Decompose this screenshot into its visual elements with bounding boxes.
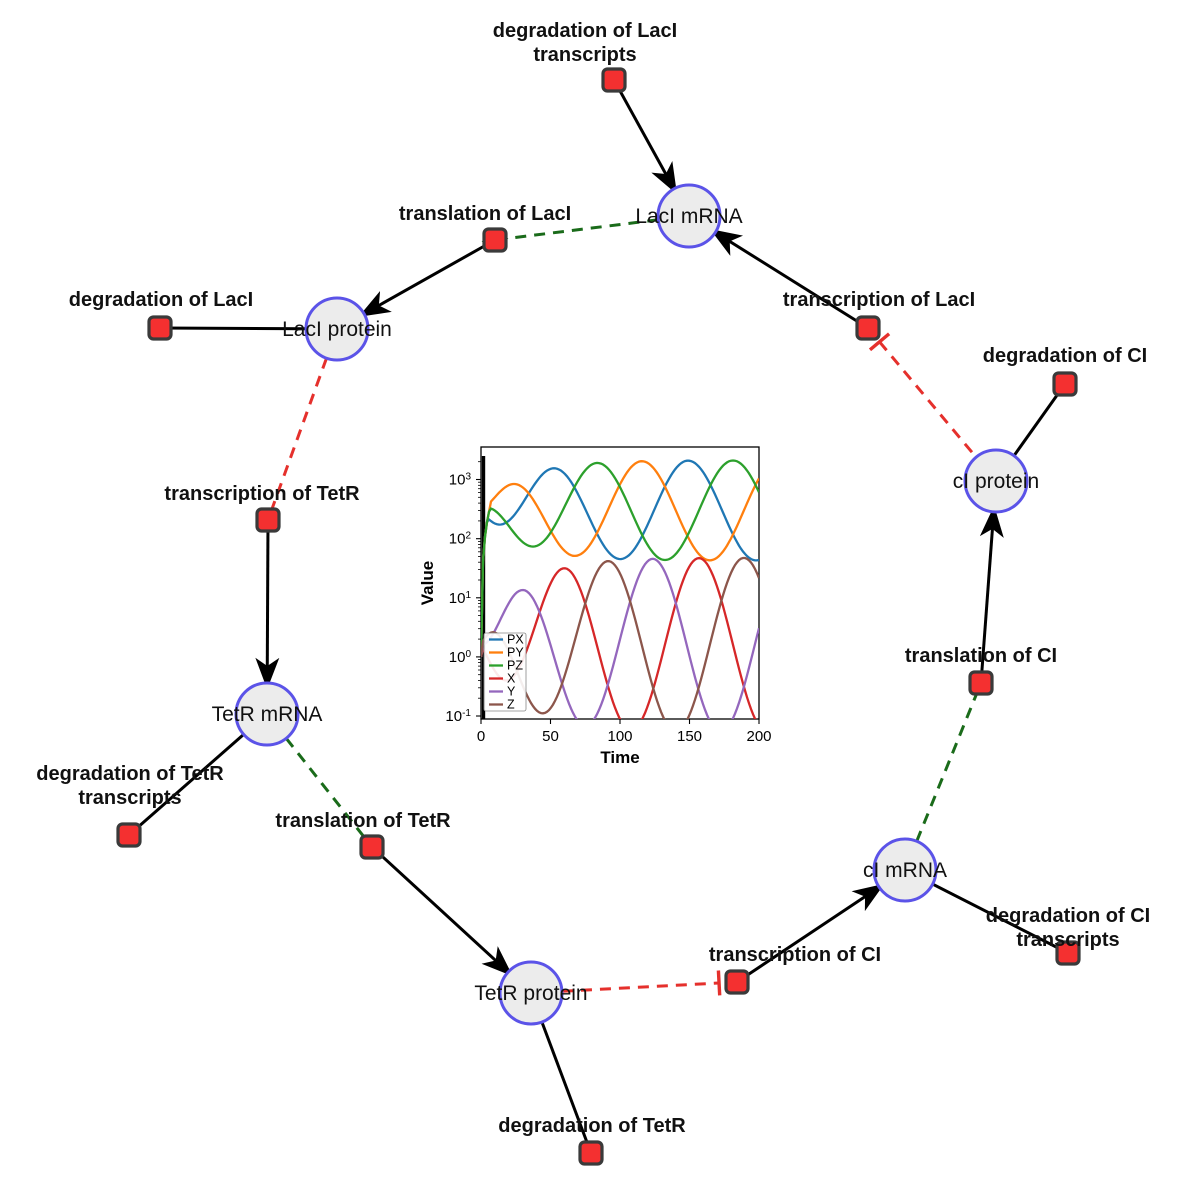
svg-text:PX: PX bbox=[507, 633, 524, 647]
svg-text:0: 0 bbox=[477, 728, 485, 745]
svg-text:200: 200 bbox=[746, 728, 771, 745]
svg-text:10-1: 10-1 bbox=[445, 708, 471, 726]
svg-text:transcripts: transcripts bbox=[1016, 929, 1119, 951]
svg-text:degradation of TetR: degradation of TetR bbox=[36, 763, 224, 785]
svg-text:102: 102 bbox=[449, 530, 472, 548]
svg-text:transcripts: transcripts bbox=[78, 787, 181, 809]
svg-text:100: 100 bbox=[607, 728, 632, 745]
svg-text:Time: Time bbox=[600, 748, 639, 767]
svg-text:transcription of LacI: transcription of LacI bbox=[783, 289, 975, 311]
svg-text:translation of CI: translation of CI bbox=[905, 645, 1057, 667]
svg-text:LacI mRNA: LacI mRNA bbox=[635, 205, 742, 228]
svg-text:degradation of CI: degradation of CI bbox=[983, 345, 1147, 367]
svg-text:translation of LacI: translation of LacI bbox=[399, 203, 571, 225]
svg-text:degradation of CI: degradation of CI bbox=[986, 905, 1150, 927]
svg-text:TetR protein: TetR protein bbox=[474, 982, 587, 1005]
svg-text:cI mRNA: cI mRNA bbox=[863, 859, 947, 882]
svg-text:103: 103 bbox=[449, 471, 472, 489]
svg-text:translation of TetR: translation of TetR bbox=[275, 810, 451, 832]
svg-text:PY: PY bbox=[507, 646, 524, 660]
svg-text:100: 100 bbox=[449, 648, 472, 666]
svg-text:Z: Z bbox=[507, 698, 515, 712]
svg-text:50: 50 bbox=[542, 728, 559, 745]
svg-text:Value: Value bbox=[418, 561, 437, 605]
svg-text:TetR mRNA: TetR mRNA bbox=[212, 703, 323, 726]
svg-text:PZ: PZ bbox=[507, 659, 523, 673]
svg-text:LacI protein: LacI protein bbox=[282, 318, 392, 341]
svg-text:150: 150 bbox=[677, 728, 702, 745]
svg-text:transcription of CI: transcription of CI bbox=[709, 944, 881, 966]
svg-text:X: X bbox=[507, 672, 516, 686]
svg-text:degradation of LacI: degradation of LacI bbox=[493, 20, 677, 42]
svg-text:101: 101 bbox=[449, 589, 472, 607]
svg-text:transcripts: transcripts bbox=[533, 44, 636, 66]
svg-text:cI protein: cI protein bbox=[953, 470, 1039, 493]
svg-text:degradation of LacI: degradation of LacI bbox=[69, 289, 253, 311]
svg-text:degradation of TetR: degradation of TetR bbox=[498, 1115, 686, 1137]
svg-text:Y: Y bbox=[507, 685, 516, 699]
svg-text:transcription of TetR: transcription of TetR bbox=[164, 483, 360, 505]
